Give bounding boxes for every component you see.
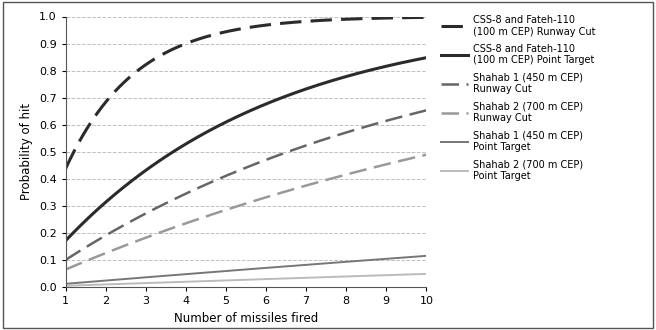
Line: CSS-8 and Fateh-110
(100 m CEP) Runway Cut: CSS-8 and Fateh-110 (100 m CEP) Runway C… xyxy=(66,17,426,169)
Shahab 2 (700 m CEP)
Runway Cut xyxy=(289,187,297,191)
CSS-8 and Fateh-110
(100 m CEP) Runway Cut xyxy=(62,167,70,171)
Shahab 2 (700 m CEP)
Point Target xyxy=(62,284,70,288)
Shahab 1 (450 m CEP)
Point Target xyxy=(289,264,297,268)
Shahab 1 (450 m CEP)
Point Target xyxy=(179,272,187,276)
Shahab 2 (700 m CEP)
Runway Cut xyxy=(205,214,213,217)
CSS-8 and Fateh-110
(100 m CEP) Runway Cut xyxy=(289,20,297,24)
X-axis label: Number of missiles fired: Number of missiles fired xyxy=(174,312,318,325)
Shahab 1 (450 m CEP)
Runway Cut xyxy=(62,258,70,262)
Shahab 2 (700 m CEP)
Runway Cut xyxy=(105,250,113,254)
Shahab 2 (700 m CEP)
Runway Cut xyxy=(62,268,70,272)
CSS-8 and Fateh-110
(100 m CEP) Point Target xyxy=(289,92,297,96)
CSS-8 and Fateh-110
(100 m CEP) Point Target xyxy=(322,81,330,84)
CSS-8 and Fateh-110
(100 m CEP) Runway Cut xyxy=(324,18,332,22)
Shahab 2 (700 m CEP)
Point Target xyxy=(324,275,332,279)
Shahab 1 (450 m CEP)
Point Target xyxy=(105,278,113,282)
Shahab 2 (700 m CEP)
Runway Cut xyxy=(324,178,332,182)
Shahab 2 (700 m CEP)
Point Target xyxy=(205,279,213,283)
Shahab 2 (700 m CEP)
Point Target xyxy=(322,275,330,279)
Shahab 1 (450 m CEP)
Runway Cut xyxy=(322,137,330,141)
Shahab 1 (450 m CEP)
Point Target xyxy=(205,270,213,274)
Shahab 1 (450 m CEP)
Runway Cut xyxy=(179,193,187,197)
Shahab 2 (700 m CEP)
Point Target xyxy=(289,276,297,280)
Line: Shahab 2 (700 m CEP)
Runway Cut: Shahab 2 (700 m CEP) Runway Cut xyxy=(66,155,426,270)
Shahab 2 (700 m CEP)
Point Target xyxy=(422,272,430,276)
Shahab 1 (450 m CEP)
Runway Cut xyxy=(289,148,297,152)
CSS-8 and Fateh-110
(100 m CEP) Runway Cut xyxy=(179,43,187,47)
Shahab 1 (450 m CEP)
Runway Cut xyxy=(324,136,332,140)
Line: CSS-8 and Fateh-110
(100 m CEP) Point Target: CSS-8 and Fateh-110 (100 m CEP) Point Ta… xyxy=(66,58,426,241)
Shahab 2 (700 m CEP)
Point Target xyxy=(105,282,113,286)
Legend: CSS-8 and Fateh-110
(100 m CEP) Runway Cut, CSS-8 and Fateh-110
(100 m CEP) Poin: CSS-8 and Fateh-110 (100 m CEP) Runway C… xyxy=(438,11,600,185)
Shahab 1 (450 m CEP)
Point Target xyxy=(422,254,430,258)
Shahab 1 (450 m CEP)
Point Target xyxy=(322,261,330,265)
Shahab 1 (450 m CEP)
Runway Cut xyxy=(422,108,430,112)
Line: Shahab 1 (450 m CEP)
Point Target: Shahab 1 (450 m CEP) Point Target xyxy=(66,256,426,284)
Y-axis label: Probability of hit: Probability of hit xyxy=(20,103,33,200)
Shahab 2 (700 m CEP)
Point Target xyxy=(179,280,187,284)
CSS-8 and Fateh-110
(100 m CEP) Runway Cut xyxy=(422,16,430,19)
Shahab 2 (700 m CEP)
Runway Cut xyxy=(422,153,430,157)
CSS-8 and Fateh-110
(100 m CEP) Point Target xyxy=(422,56,430,60)
Shahab 1 (450 m CEP)
Point Target xyxy=(62,282,70,286)
CSS-8 and Fateh-110
(100 m CEP) Point Target xyxy=(324,80,332,84)
CSS-8 and Fateh-110
(100 m CEP) Runway Cut xyxy=(105,96,113,100)
Shahab 2 (700 m CEP)
Runway Cut xyxy=(179,222,187,226)
Shahab 1 (450 m CEP)
Runway Cut xyxy=(105,232,113,236)
Line: Shahab 2 (700 m CEP)
Point Target: Shahab 2 (700 m CEP) Point Target xyxy=(66,274,426,286)
Shahab 1 (450 m CEP)
Point Target xyxy=(324,261,332,265)
CSS-8 and Fateh-110
(100 m CEP) Point Target xyxy=(179,144,187,148)
CSS-8 and Fateh-110
(100 m CEP) Point Target xyxy=(105,197,113,201)
CSS-8 and Fateh-110
(100 m CEP) Point Target xyxy=(205,129,213,133)
CSS-8 and Fateh-110
(100 m CEP) Runway Cut xyxy=(322,18,330,22)
CSS-8 and Fateh-110
(100 m CEP) Runway Cut xyxy=(205,34,213,38)
Shahab 2 (700 m CEP)
Runway Cut xyxy=(322,178,330,182)
Shahab 1 (450 m CEP)
Runway Cut xyxy=(205,182,213,185)
CSS-8 and Fateh-110
(100 m CEP) Point Target xyxy=(62,239,70,243)
Line: Shahab 1 (450 m CEP)
Runway Cut: Shahab 1 (450 m CEP) Runway Cut xyxy=(66,110,426,260)
